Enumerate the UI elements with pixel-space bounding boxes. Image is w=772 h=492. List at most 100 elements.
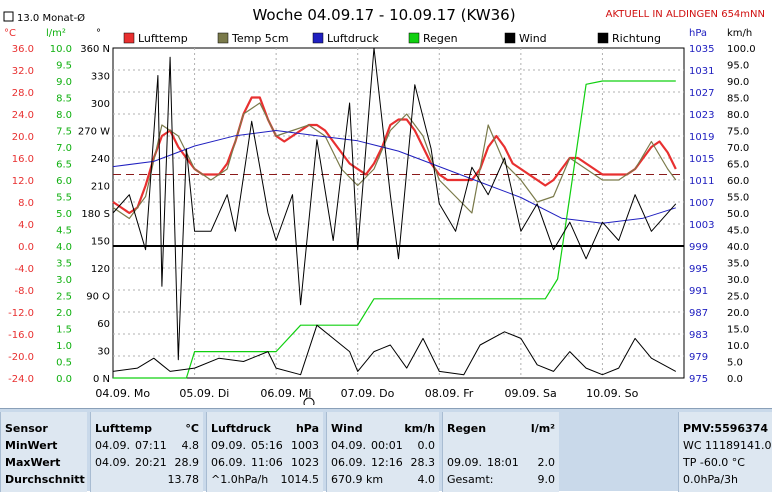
pressure-max-value: 1023 — [291, 456, 319, 469]
wind-tick-label: 70.0 — [727, 143, 749, 154]
x-tick-label: 09.09. Sa — [505, 387, 557, 400]
wind-min-value: 0.0 — [417, 439, 436, 452]
direction-tick-label: 330 — [91, 72, 110, 83]
direction-tick-label: 90 O — [86, 292, 110, 303]
series-line-richtung — [112, 47, 677, 361]
pressure-avg-value: 1014.5 — [280, 473, 320, 486]
live-location: AKTUELL IN ALDINGEN 654mNN — [606, 9, 765, 20]
wind-tick-label: 100.0 — [727, 44, 756, 55]
temp-tick-label: 16.0 — [12, 154, 34, 165]
weather-chart: Woche 04.09.17 - 10.09.17 (KW36) AKTUELL… — [3, 6, 765, 405]
wind-tick-label: 40.0 — [727, 242, 749, 253]
wind-tick-label: 5.0 — [727, 358, 743, 369]
temp-tick-label: -24.0 — [8, 374, 34, 385]
temp-max-date: 04.09. — [95, 456, 130, 469]
pressure-tick-label: 999 — [689, 242, 708, 253]
pressure-tick-label: 1011 — [689, 176, 714, 187]
legend-swatch — [408, 32, 420, 44]
wind-tick-label: 90.0 — [727, 77, 749, 88]
statistics-panel: Sensor MinWert MaxWert Durchschnitt Luft… — [0, 408, 772, 492]
wind-tick-label: 30.0 — [727, 275, 749, 286]
wind-tick-label: 55.0 — [727, 193, 749, 204]
wind-max-date: 06.09. — [331, 456, 366, 469]
direction-tick-label: 120 — [91, 264, 110, 275]
pmv-header: PMV:5596374 — [683, 422, 769, 435]
direction-tick-label: 150 — [91, 237, 110, 248]
legend-swatch — [217, 32, 229, 44]
pressure-min-time: 05:16 — [251, 439, 283, 452]
temp-unit-label: °C — [4, 28, 16, 39]
temp-unit: °C — [185, 422, 199, 435]
rain-tick-label: 5.5 — [56, 193, 72, 204]
stats-temp-column: Lufttemp °C 04.09. 07:11 4.8 04.09. 20:21 28.… — [90, 412, 203, 492]
pmv-pressure-trend: 0.0hPa/3h — [683, 473, 739, 486]
temp-tick-label: -20.0 — [8, 352, 34, 363]
monthly-mean-checkbox[interactable] — [3, 11, 14, 22]
pressure-tick-label: 1027 — [689, 88, 714, 99]
avg-label: Durchschnitt — [5, 473, 85, 486]
wind-tick-label: 20.0 — [727, 308, 749, 319]
rain-tick-label: 7.5 — [56, 127, 72, 138]
pressure-tick-label: 995 — [689, 264, 708, 275]
wind-tick-label: 35.0 — [727, 259, 749, 270]
wind-header: Wind — [331, 422, 363, 435]
pressure-tick-label: 1019 — [689, 132, 714, 143]
chart-title: Woche 04.09.17 - 10.09.17 (KW36) — [252, 6, 515, 24]
pressure-tick-label: 1015 — [689, 154, 714, 165]
temp-avg-value: 13.78 — [167, 473, 200, 486]
legend-label: Regen — [423, 32, 458, 45]
rain-max-time: 18:01 — [487, 456, 519, 469]
x-tick-label: 07.09. Do — [341, 387, 395, 400]
rain-tick-label: 8.5 — [56, 94, 72, 105]
pressure-tick-label: 991 — [689, 286, 708, 297]
rain-tick-label: 2.5 — [56, 292, 72, 303]
pressure-trend: ^1.0hPa/h — [211, 473, 269, 486]
wind-unit: km/h — [404, 422, 435, 435]
pmv-dewpoint: TP -60.0 °C — [683, 456, 745, 469]
wind-tick-label: 60.0 — [727, 176, 749, 187]
temp-tick-label: 0.0 — [18, 242, 34, 253]
wind-tick-label: 80.0 — [727, 110, 749, 121]
wind-min-time: 00:01 — [371, 439, 403, 452]
direction-tick-label: 0 N — [93, 374, 110, 385]
rain-tick-label: 1.5 — [56, 325, 72, 336]
pressure-min-value: 1003 — [291, 439, 319, 452]
x-tick-label: 06.09. Mi — [260, 387, 311, 400]
time-cursor-handle[interactable] — [303, 397, 315, 405]
rain-max-value: 2.0 — [537, 456, 556, 469]
temp-min-time: 07:11 — [135, 439, 167, 452]
wind-tick-label: 65.0 — [727, 160, 749, 171]
pressure-unit-label: hPa — [689, 28, 707, 39]
rain-tick-label: 4.5 — [56, 226, 72, 237]
wind-tick-label: 85.0 — [727, 94, 749, 105]
wind-tick-label: 95.0 — [727, 61, 749, 72]
sensor-header: Sensor — [5, 422, 48, 435]
stats-sensor-column: Sensor MinWert MaxWert Durchschnitt — [0, 412, 87, 492]
temp-tick-label: 32.0 — [12, 66, 34, 77]
pressure-tick-label: 1031 — [689, 66, 714, 77]
direction-tick-label: 360 N — [80, 44, 110, 55]
direction-tick-label: 60 — [97, 319, 110, 330]
temp-tick-label: 4.0 — [18, 220, 34, 231]
legend-swatch — [312, 32, 324, 44]
temp-tick-label: -4.0 — [14, 264, 34, 275]
pressure-tick-label: 1003 — [689, 220, 714, 231]
legend-label: Temp 5cm — [231, 32, 289, 45]
rain-tick-label: 10.0 — [50, 44, 72, 55]
wind-tick-label: 45.0 — [727, 226, 749, 237]
temp-min-value: 4.8 — [181, 439, 200, 452]
x-tick-label: 05.09. Di — [179, 387, 229, 400]
chart-legend: Lufttemp Temp 5cm Luftdruck Regen Wind Richtu… — [123, 32, 661, 45]
x-tick-label: 04.09. Mo — [95, 387, 150, 400]
monthly-mean-label: 13.0 Monat-Ø — [17, 12, 85, 24]
wind-tick-label: 0.0 — [727, 374, 743, 385]
wind-avg-value: 4.0 — [417, 473, 436, 486]
rain-total-label: Gesamt: — [447, 473, 494, 486]
series-line-luftdruck — [112, 130, 676, 224]
plot-area — [112, 47, 685, 379]
wind-unit-label: km/h — [727, 28, 752, 39]
legend-swatch — [597, 32, 609, 44]
stats-wind-column: Wind km/h 04.09. 00:01 0.0 06.09. 12:16 28.3 … — [326, 412, 439, 492]
rain-header: Regen — [447, 422, 487, 435]
direction-tick-label: 180 S — [81, 209, 110, 220]
